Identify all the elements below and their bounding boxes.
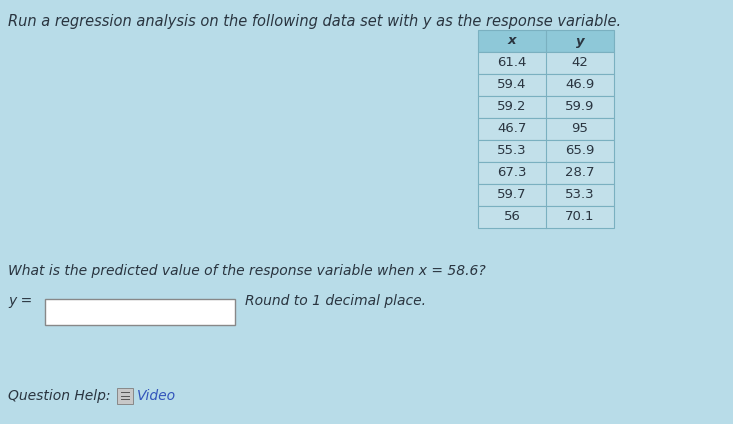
Text: 61.4: 61.4: [497, 56, 527, 70]
Text: Video: Video: [137, 389, 176, 403]
Text: 56: 56: [504, 210, 520, 223]
Text: Run a regression analysis on the following data set with y as the response varia: Run a regression analysis on the followi…: [8, 14, 621, 29]
Text: Round to 1 decimal place.: Round to 1 decimal place.: [245, 294, 426, 308]
Text: 42: 42: [572, 56, 589, 70]
Text: 67.3: 67.3: [497, 167, 527, 179]
FancyBboxPatch shape: [478, 140, 614, 162]
Text: What is the predicted value of the response variable when x = 58.6?: What is the predicted value of the respo…: [8, 264, 486, 278]
Text: Question Help:: Question Help:: [8, 389, 111, 403]
Text: 46.9: 46.9: [565, 78, 594, 92]
Text: 95: 95: [572, 123, 589, 136]
Text: 59.2: 59.2: [497, 100, 527, 114]
Text: y =: y =: [8, 294, 32, 308]
Text: 55.3: 55.3: [497, 145, 527, 157]
Text: 59.9: 59.9: [565, 100, 594, 114]
Text: y: y: [575, 34, 584, 47]
Text: x: x: [508, 34, 516, 47]
Text: 53.3: 53.3: [565, 189, 594, 201]
FancyBboxPatch shape: [478, 30, 614, 52]
FancyBboxPatch shape: [478, 118, 614, 140]
FancyBboxPatch shape: [478, 206, 614, 228]
Text: 65.9: 65.9: [565, 145, 594, 157]
Text: 59.7: 59.7: [497, 189, 527, 201]
FancyBboxPatch shape: [478, 96, 614, 118]
FancyBboxPatch shape: [117, 388, 133, 404]
FancyBboxPatch shape: [478, 162, 614, 184]
FancyBboxPatch shape: [478, 74, 614, 96]
Text: 28.7: 28.7: [565, 167, 594, 179]
Text: 70.1: 70.1: [565, 210, 594, 223]
FancyBboxPatch shape: [45, 299, 235, 325]
FancyBboxPatch shape: [478, 184, 614, 206]
FancyBboxPatch shape: [478, 52, 614, 74]
Text: 46.7: 46.7: [497, 123, 527, 136]
Text: 59.4: 59.4: [497, 78, 527, 92]
